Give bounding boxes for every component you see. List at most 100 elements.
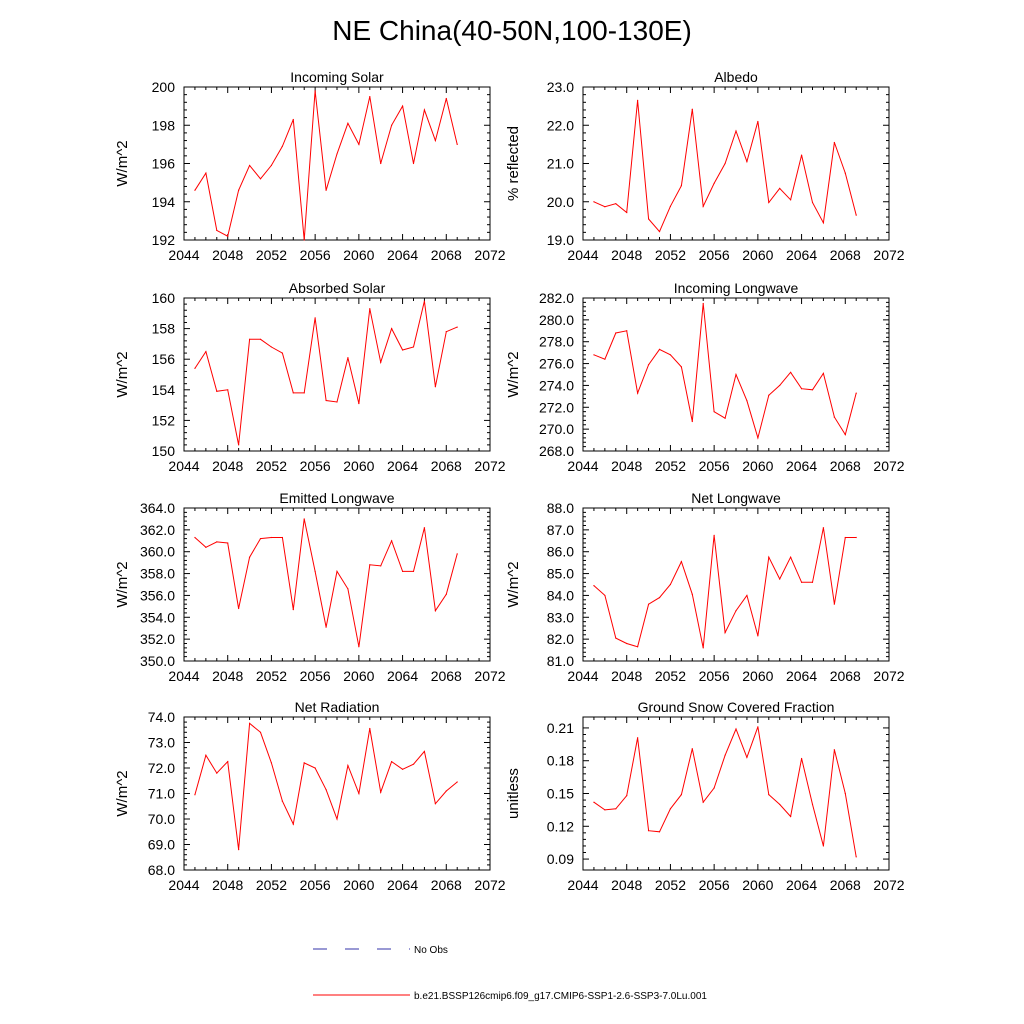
x-tick-label: 2072 — [474, 877, 505, 893]
y-axis-label: W/m^2 — [114, 351, 131, 397]
series-line — [194, 300, 458, 445]
y-axis-label: unitless — [505, 768, 522, 819]
data-point — [434, 803, 436, 805]
data-point — [270, 536, 273, 539]
data-point — [292, 823, 294, 825]
y-tick-label: 156 — [152, 351, 176, 367]
y-tick-label: 158 — [152, 321, 176, 337]
data-point — [702, 801, 704, 803]
y-tick-label: 83.0 — [547, 609, 574, 625]
data-point — [227, 542, 229, 544]
data-point — [626, 795, 628, 797]
x-tick-label: 2056 — [699, 668, 730, 684]
x-tick-label: 2056 — [699, 247, 730, 263]
data-point — [248, 164, 251, 167]
y-tick-label: 68.0 — [148, 862, 175, 878]
data-point — [637, 737, 639, 739]
data-point — [336, 401, 338, 403]
y-tick-label: 270.0 — [539, 421, 574, 437]
y-tick-label: 152 — [152, 412, 176, 428]
data-point — [369, 564, 371, 566]
data-point — [658, 597, 661, 599]
data-point — [380, 565, 382, 567]
data-point — [412, 763, 415, 765]
data-point — [412, 570, 415, 572]
data-point — [347, 357, 349, 359]
data-point — [790, 199, 792, 201]
x-tick-label: 2052 — [655, 877, 686, 893]
data-point — [800, 757, 803, 760]
data-point — [325, 189, 327, 191]
x-tick-label: 2048 — [212, 458, 243, 474]
x-tick-label: 2072 — [474, 247, 505, 263]
data-point — [680, 185, 682, 187]
y-axis-label: W/m^2 — [114, 140, 131, 186]
data-point — [844, 792, 846, 795]
y-tick-label: 0.21 — [547, 720, 574, 736]
y-tick-label: 0.15 — [547, 786, 574, 802]
data-point — [790, 556, 792, 558]
data-point — [336, 153, 338, 155]
data-point — [391, 328, 393, 330]
data-point — [702, 647, 704, 649]
data-point — [735, 130, 737, 132]
x-tick-label: 2056 — [699, 877, 730, 893]
data-point — [401, 349, 404, 351]
data-point — [314, 570, 316, 572]
x-tick-label: 2068 — [830, 458, 861, 474]
y-tick-label: 160 — [152, 290, 176, 306]
y-axis-label: W/m^2 — [505, 561, 522, 607]
x-tick-label: 2064 — [786, 458, 817, 474]
data-point — [292, 392, 294, 394]
data-point — [248, 556, 251, 558]
data-point — [855, 536, 857, 539]
x-tick-label: 2060 — [343, 877, 374, 893]
data-point — [380, 791, 382, 793]
data-point — [358, 646, 360, 648]
y-tick-label: 21.0 — [547, 156, 574, 172]
data-point — [604, 358, 606, 360]
data-point — [401, 105, 404, 107]
data-point — [369, 308, 371, 310]
data-point — [303, 239, 305, 241]
x-tick-label: 2068 — [431, 247, 462, 263]
x-tick-label: 2068 — [830, 877, 861, 893]
data-point — [205, 172, 207, 174]
data-point — [735, 728, 737, 730]
plot-frame — [582, 86, 890, 241]
data-point — [713, 534, 715, 536]
data-point — [680, 366, 682, 368]
data-point — [790, 371, 792, 373]
data-point — [691, 108, 693, 110]
data-point — [380, 361, 382, 363]
data-point — [768, 556, 770, 558]
y-axis-label: % reflected — [505, 126, 522, 201]
panel: Net Radiation 2044 2048 2052 2056 2060 2064 206… — [114, 699, 506, 893]
data-point — [292, 118, 294, 121]
data-point — [347, 588, 349, 590]
y-tick-label: 74.0 — [148, 709, 175, 725]
x-tick-label: 2072 — [873, 458, 904, 474]
data-point — [216, 229, 218, 232]
x-tick-label: 2052 — [655, 668, 686, 684]
data-point — [757, 635, 759, 637]
data-point — [735, 610, 737, 612]
data-point — [811, 389, 814, 391]
data-point — [691, 420, 693, 423]
data-point — [358, 402, 360, 405]
data-point — [445, 331, 447, 333]
data-point — [303, 762, 305, 764]
data-point — [593, 584, 595, 587]
data-point — [369, 95, 371, 98]
y-tick-label: 0.18 — [547, 753, 574, 769]
x-tick-label: 2056 — [300, 668, 331, 684]
series-line — [194, 90, 458, 241]
x-tick-label: 2044 — [168, 458, 199, 474]
data-point — [768, 793, 770, 796]
x-tick-label: 2060 — [343, 668, 374, 684]
data-point — [669, 808, 672, 810]
y-tick-label: 268.0 — [539, 443, 574, 459]
x-tick-label: 2048 — [611, 668, 642, 684]
x-tick-label: 2044 — [567, 668, 598, 684]
data-point — [833, 416, 835, 418]
